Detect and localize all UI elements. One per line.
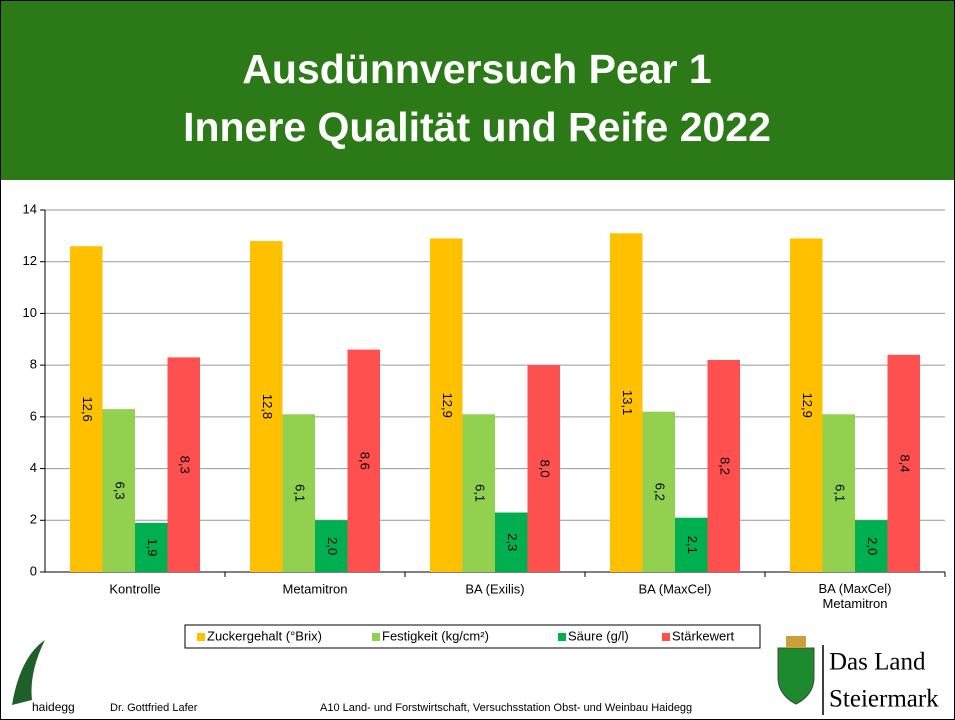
data-label: 13,1 <box>620 390 635 415</box>
bar <box>642 411 675 572</box>
footer-logo-text: haidegg <box>32 700 75 714</box>
data-label: 12,9 <box>440 393 455 418</box>
bar <box>675 517 708 572</box>
chart-title: Ausdünnversuch Pear 1 <box>242 46 711 92</box>
brand-text: Steiermark <box>829 686 939 713</box>
brand-crown <box>786 636 806 648</box>
bar <box>887 354 920 572</box>
bar <box>315 520 348 572</box>
data-label: 2,0 <box>865 537 880 555</box>
bar <box>70 246 103 572</box>
x-tick-label: Metamitron <box>282 581 347 596</box>
footer-institution: A10 Land- und Forstwirtschaft, Versuchss… <box>320 702 692 714</box>
data-label: 6,1 <box>472 484 487 502</box>
x-tick-label: BA (MaxCel) Metamitron <box>819 581 892 611</box>
brand-shield <box>777 647 815 705</box>
data-label: 6,1 <box>832 484 847 502</box>
data-label: 6,1 <box>292 484 307 502</box>
y-tick-label: 6 <box>30 408 37 423</box>
data-label: 8,6 <box>357 452 372 470</box>
data-label: 12,9 <box>800 393 815 418</box>
x-tick-label: Kontrolle <box>109 581 160 596</box>
legend-box <box>184 624 761 649</box>
legend-swatch <box>662 633 670 641</box>
y-tick-label: 4 <box>30 460 37 475</box>
y-tick-label: 14 <box>23 201 37 216</box>
bar <box>822 414 855 572</box>
data-label: 8,2 <box>717 457 732 475</box>
y-tick-label: 12 <box>23 253 37 268</box>
y-tick-label: 8 <box>30 357 37 372</box>
bar <box>707 359 740 572</box>
data-label: 1,9 <box>145 538 160 556</box>
y-tick-label: 0 <box>30 563 37 578</box>
data-label: 8,0 <box>537 460 552 478</box>
bar <box>102 409 135 572</box>
data-label: 12,6 <box>80 396 95 421</box>
legend-swatch <box>197 633 205 641</box>
data-label: 2,0 <box>325 537 340 555</box>
bar <box>430 238 463 572</box>
data-label: 8,4 <box>897 454 912 472</box>
data-label: 12,8 <box>260 394 275 419</box>
header-band <box>0 0 955 180</box>
x-tick-label: BA (Exilis) <box>465 581 524 596</box>
legend-label: Festigkeit (kg/cm²) <box>382 628 489 643</box>
x-tick-label: BA (MaxCel) <box>639 581 712 596</box>
data-label: 6,2 <box>652 483 667 501</box>
data-label: 8,3 <box>177 456 192 474</box>
data-label: 2,3 <box>505 533 520 551</box>
bar <box>462 414 495 572</box>
chart-title: Innere Qualität und Reife 2022 <box>183 104 771 150</box>
bar <box>167 357 200 572</box>
legend-label: Säure (g/l) <box>568 628 629 643</box>
haidegg-leaf <box>12 640 45 705</box>
bar <box>250 241 283 572</box>
bar <box>610 233 643 572</box>
bar <box>347 349 380 572</box>
legend-label: Zuckergehalt (°Brix) <box>207 628 322 643</box>
footer-author: Dr. Gottfried Lafer <box>110 702 198 714</box>
data-label: 6,3 <box>112 482 127 500</box>
bar <box>495 512 528 572</box>
bar <box>135 522 168 572</box>
bar <box>527 365 560 572</box>
y-tick-label: 10 <box>23 305 37 320</box>
bar <box>282 414 315 572</box>
bar <box>855 520 888 572</box>
legend-swatch <box>372 633 380 641</box>
brand-text: Das Land <box>829 649 926 676</box>
y-tick-label: 2 <box>30 512 37 527</box>
data-label: 2,1 <box>685 536 700 554</box>
legend-label: Stärkewert <box>672 628 735 643</box>
legend-swatch <box>558 633 566 641</box>
bar <box>790 238 823 572</box>
